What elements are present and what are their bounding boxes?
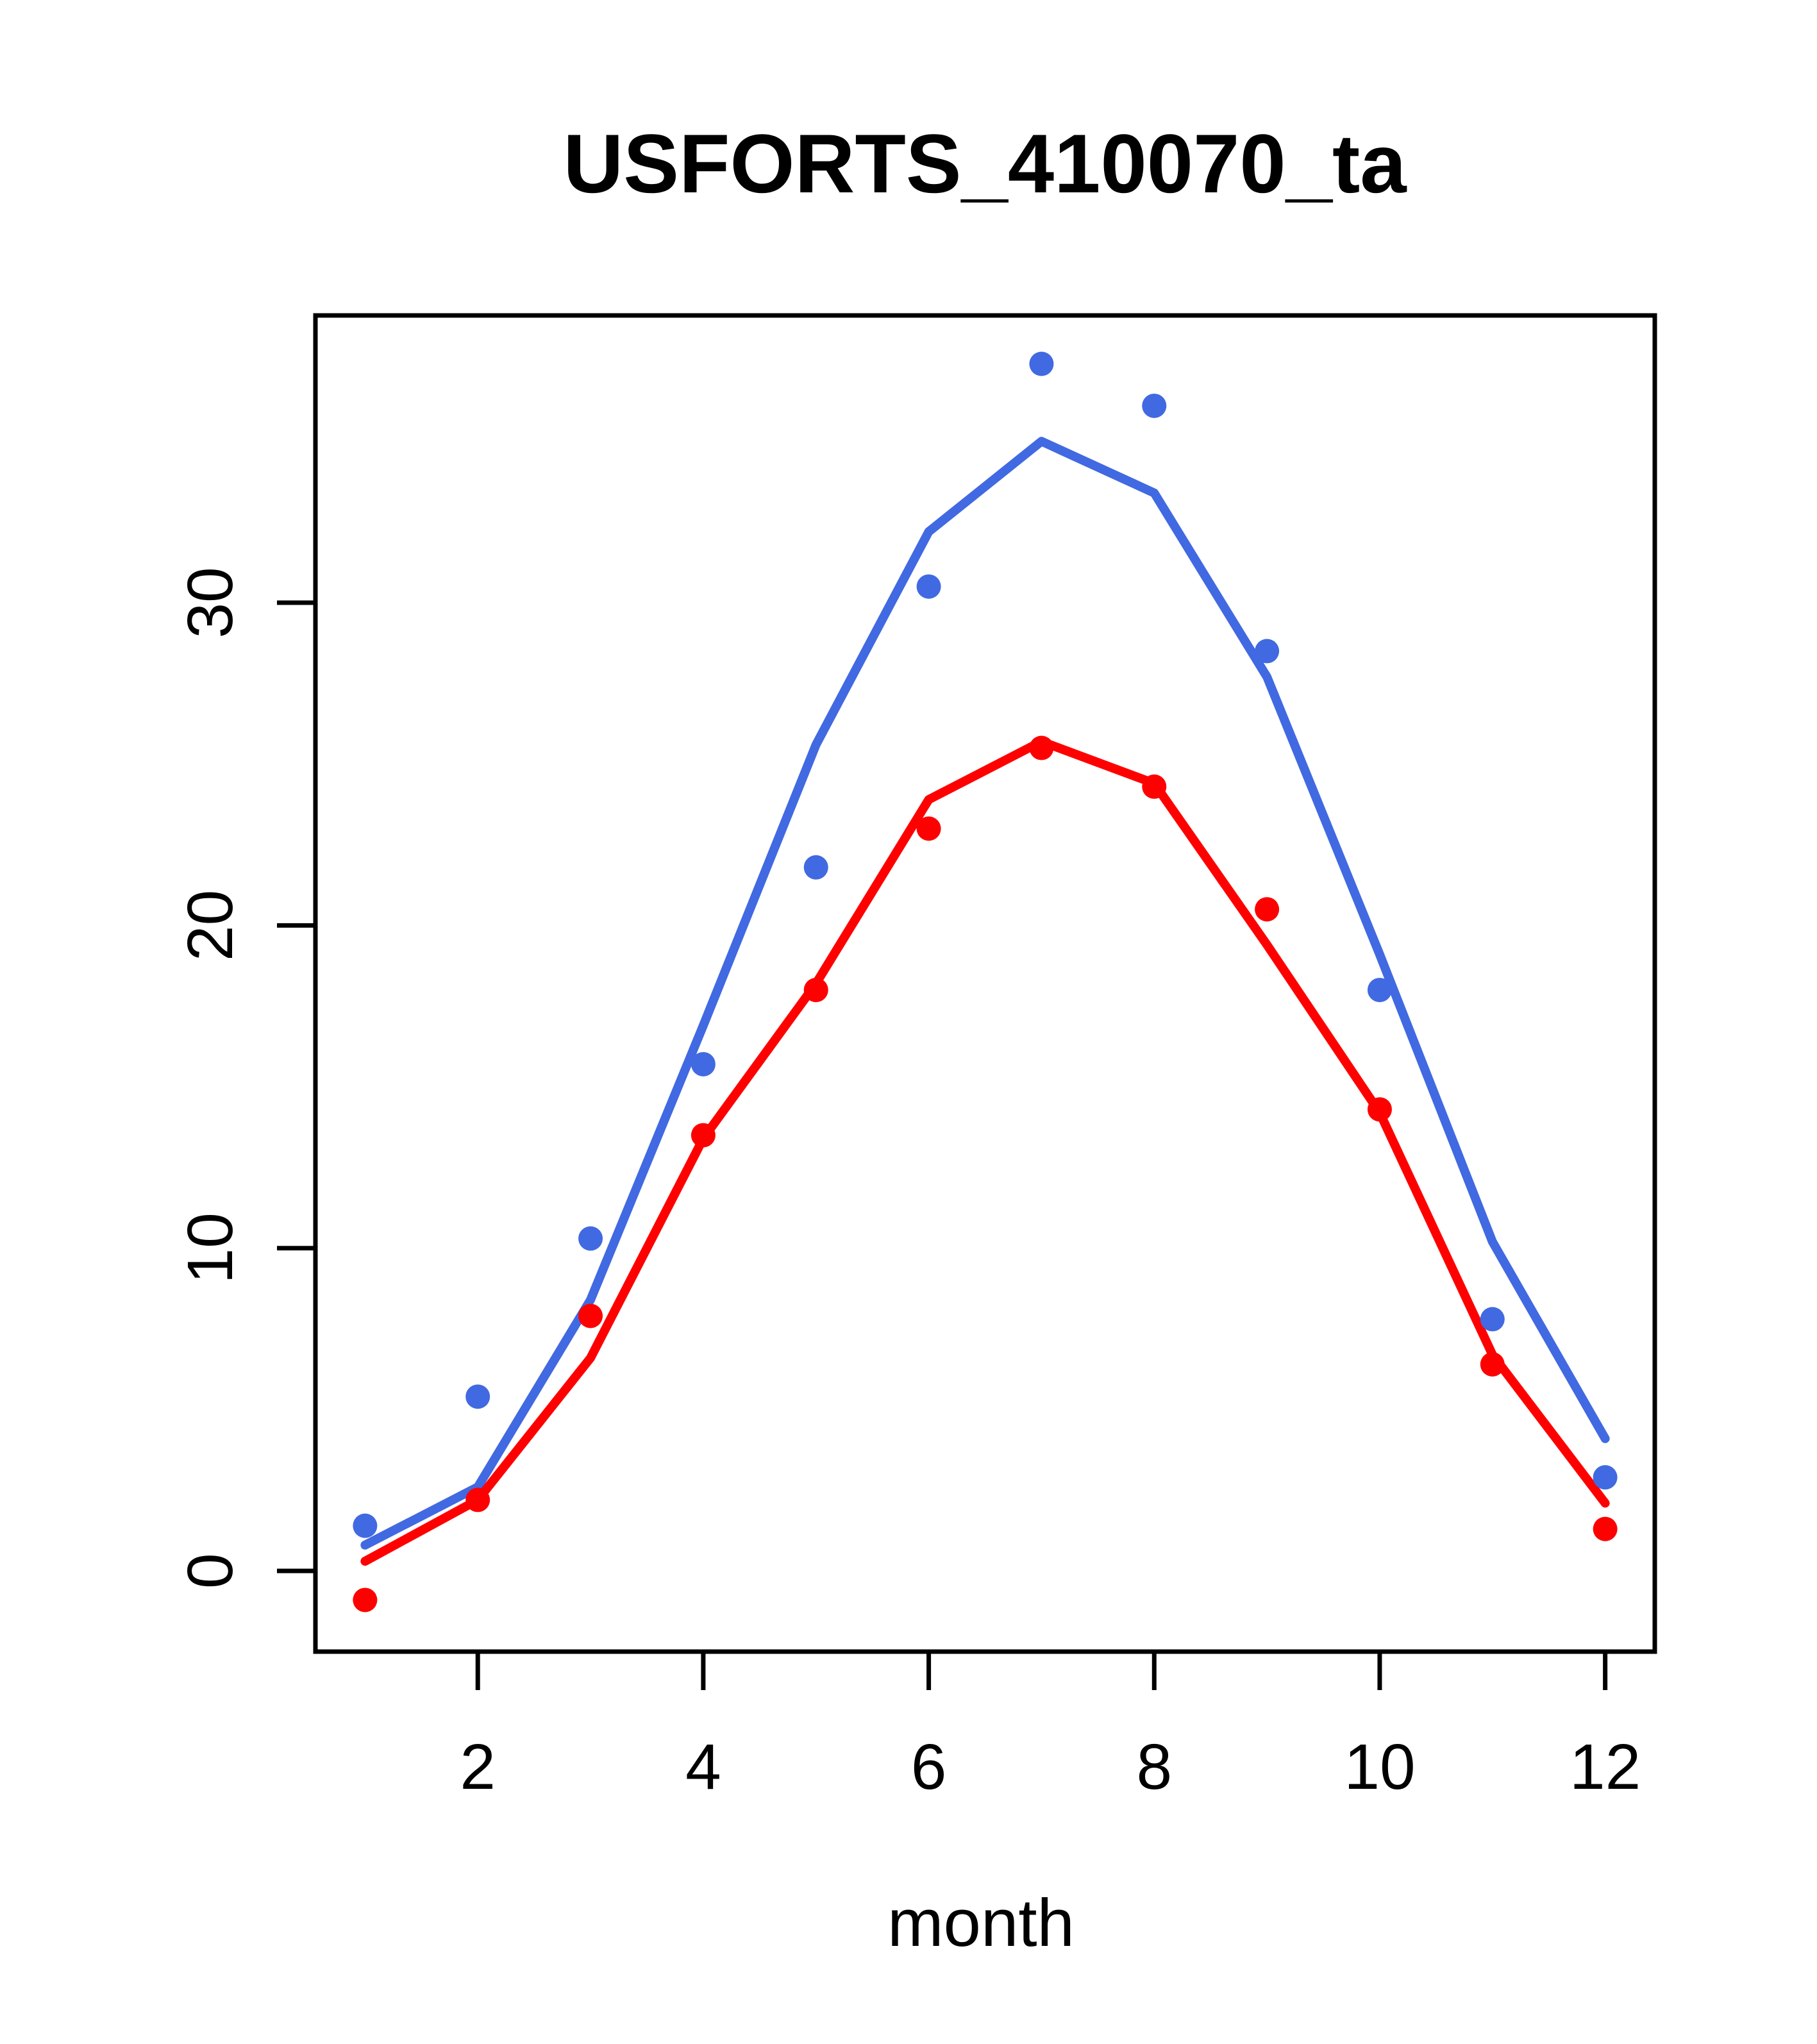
blue-observed-points-marker [353, 1513, 378, 1538]
red-observed-points-marker [1593, 1516, 1618, 1541]
blue-observed-points-marker [803, 855, 828, 880]
blue-observed-points-marker [578, 1226, 603, 1251]
blue-observed-points-marker [1367, 978, 1392, 1003]
y-tick-label: 10 [174, 1212, 246, 1284]
blue-observed-points-marker [1593, 1465, 1618, 1490]
x-tick-label: 12 [1570, 1731, 1641, 1803]
blue-observed-points-marker [1480, 1307, 1505, 1332]
red-fitted-line [360, 737, 1610, 1566]
plot-frame [313, 313, 1657, 1654]
red-observed-points-marker [1029, 735, 1054, 760]
x-tick-label: 2 [460, 1731, 496, 1803]
red-observed-points-marker [1255, 897, 1280, 922]
red-observed-points-marker [916, 816, 941, 841]
red-observed-points-marker [353, 1587, 378, 1613]
chart-title: USFORTS_410070_ta [563, 117, 1407, 210]
red-observed-points-marker [1142, 774, 1167, 799]
red-observed-points-marker [803, 978, 828, 1003]
red-observed-points-marker [1367, 1097, 1392, 1122]
blue-observed-points-marker [1029, 351, 1054, 376]
y-tick-label: 0 [174, 1553, 246, 1589]
red-observed-points-marker [465, 1487, 490, 1512]
blue-observed-points-marker [691, 1051, 716, 1076]
plot-layer: 2 4 6 8 10 12 0 10 20 30 [174, 313, 1657, 1803]
red-observed-points-marker [1480, 1352, 1505, 1377]
x-tick-label: 4 [685, 1731, 721, 1803]
red-observed-points-marker [578, 1303, 603, 1328]
x-tick-label: 8 [1136, 1731, 1172, 1803]
x-axis-label: month [887, 1886, 1075, 1961]
x-tick-label: 10 [1344, 1731, 1415, 1803]
blue-observed-points-marker [1142, 393, 1167, 418]
x-tick-label: 6 [911, 1731, 947, 1803]
y-tick-label: 30 [174, 567, 246, 638]
red-observed-points-marker [691, 1123, 716, 1148]
blue-fitted-line [360, 437, 1610, 1550]
blue-observed-points-marker [1255, 639, 1280, 664]
blue-observed-points-marker [916, 574, 941, 599]
y-tick-label: 20 [174, 890, 246, 961]
blue-observed-points-marker [465, 1384, 490, 1409]
